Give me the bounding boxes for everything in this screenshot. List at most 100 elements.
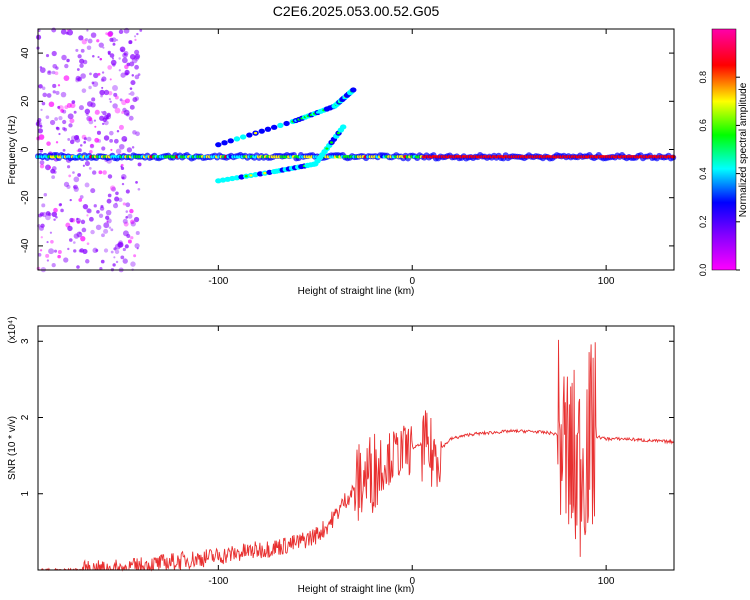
spectrogram-y-tick-label: -40 — [20, 238, 31, 253]
spectrogram-cell — [109, 37, 114, 42]
spectrogram-cell — [95, 224, 102, 231]
spectrogram-cell — [56, 126, 60, 131]
colorbar-tick-label: 0.0 — [698, 264, 708, 277]
spectrogram-cell — [79, 144, 83, 147]
spectrogram-cell — [95, 249, 99, 252]
spectrogram-cell — [85, 37, 88, 41]
spectrogram-cell — [94, 125, 97, 128]
spectrogram-cell — [48, 70, 51, 74]
spectrogram-cell — [124, 244, 129, 249]
spectrogram-cell — [129, 61, 135, 67]
spectrogram-cell — [134, 53, 141, 60]
spectrogram-cell — [131, 146, 135, 149]
spectrogram-cell — [128, 93, 131, 96]
spectrogram-cell — [129, 91, 135, 96]
spectrogram-cell — [114, 107, 121, 114]
spectrogram-cell — [84, 160, 90, 167]
spectrogram-cell — [239, 134, 247, 140]
spectrogram-cell — [63, 257, 69, 263]
spectrogram-cell — [112, 63, 116, 67]
spectrogram-cell — [101, 86, 104, 89]
spectrogram-cell — [84, 108, 91, 115]
colorbar-gradient — [711, 28, 737, 271]
spectrogram-cell — [45, 164, 51, 171]
spectrogram-cell — [97, 56, 100, 59]
snr-x-ticks: -100 0 100 — [208, 326, 615, 587]
spectrogram-cell — [118, 69, 121, 72]
spectrogram-cell — [110, 228, 114, 232]
spectrogram-cell — [83, 140, 87, 144]
spectrogram-cell — [118, 29, 124, 35]
spectrogram-cell — [78, 105, 84, 111]
spectrogram-cell — [73, 110, 77, 114]
spectrogram-cell — [114, 243, 121, 250]
spectrogram-cell — [325, 147, 329, 150]
spectrogram-cell — [46, 141, 51, 146]
snr-y-axis-label: SNR (10 * v/v) — [7, 416, 18, 480]
spectrogram-cell — [125, 216, 129, 219]
spectrogram-cell — [118, 57, 121, 60]
spectrogram-cell — [79, 248, 85, 253]
spectrogram-cell — [131, 57, 138, 64]
spectrogram-cell — [60, 29, 67, 35]
spectrogram-cell — [69, 118, 75, 124]
spectrogram-cell — [103, 89, 110, 96]
spectrogram-cell — [126, 234, 131, 238]
spectrogram-cell — [115, 148, 122, 155]
spectrogram-cell — [671, 155, 676, 159]
spectrogram-cell — [134, 74, 140, 80]
spectrogram-cell — [136, 32, 139, 36]
spectrogram-cell — [105, 32, 109, 36]
spectrogram-cell — [258, 128, 265, 134]
spectrogram-cell — [78, 198, 83, 202]
spectrogram-cell — [64, 63, 69, 69]
spectrogram-cell — [80, 48, 85, 53]
spectrogram-cell — [125, 72, 129, 76]
spectrogram-x-tick-label: 100 — [598, 276, 615, 287]
spectrogram-cell — [50, 168, 56, 174]
spectrogram-x-tick-label: 0 — [409, 276, 415, 287]
spectrogram-cell — [235, 176, 239, 179]
spectrogram-cell — [336, 131, 341, 135]
spectrogram-cell — [69, 198, 72, 202]
spectrogram-cell — [89, 150, 93, 154]
spectrogram-cell — [51, 70, 56, 75]
spectrogram-cell — [53, 218, 56, 221]
spectrogram-cell — [135, 230, 140, 236]
spectrogram-cell — [79, 58, 85, 64]
spectrogram-cell — [69, 139, 75, 145]
spectrogram-cell — [137, 162, 142, 167]
spectrogram-cell — [67, 225, 73, 232]
colorbar-label: Normalized spectral amplitude — [738, 82, 749, 217]
spectrogram-cell — [63, 75, 70, 82]
spectrogram-cell — [125, 189, 130, 194]
spectrogram-cell — [114, 95, 119, 100]
spectrogram-cell — [78, 35, 84, 41]
snr-background — [38, 326, 674, 570]
spectrogram-cell — [76, 68, 80, 71]
spectrogram-cell — [125, 98, 130, 104]
spectrogram-cell — [113, 247, 117, 251]
spectrogram-cell — [73, 249, 77, 253]
spectrogram-cell — [93, 72, 99, 79]
spectrogram-cell — [120, 255, 125, 260]
spectrogram-cell — [111, 57, 115, 60]
spectrogram-cell — [121, 99, 127, 106]
spectrogram-cell — [103, 222, 110, 229]
spectrogram-cell — [55, 90, 60, 95]
spectrogram-cell — [130, 221, 136, 227]
spectrogram-cell — [133, 55, 140, 61]
spectrogram-cell — [112, 42, 116, 46]
spectrogram-cell — [124, 64, 129, 70]
spectrogram-cell — [76, 149, 80, 153]
spectrogram-cell — [115, 39, 119, 42]
spectrogram-cell — [117, 241, 124, 248]
spectrogram-cell — [51, 27, 57, 33]
spectrogram-cell — [75, 48, 79, 52]
spectrogram-cell — [66, 102, 72, 109]
spectrogram-cell — [67, 29, 74, 36]
spectrogram-cell — [77, 54, 82, 59]
spectrogram-cell — [246, 132, 253, 138]
spectrogram-cell — [133, 216, 140, 223]
